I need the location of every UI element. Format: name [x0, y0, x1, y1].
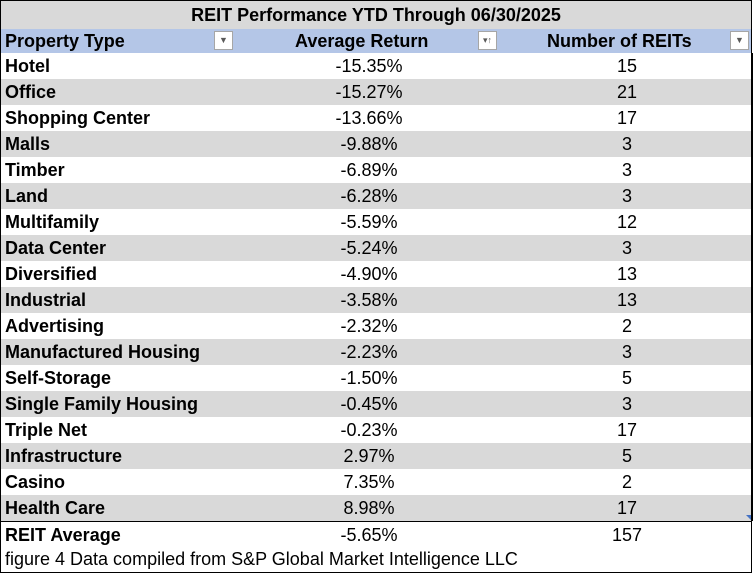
table-row: Health Care 8.98% 17 — [1, 495, 751, 521]
table-row: Advertising -2.32% 2 — [1, 313, 751, 339]
average-return-cell[interactable]: -0.45% — [340, 394, 398, 414]
number-of-reits-cell[interactable]: 3 — [621, 134, 632, 154]
property-type-cell[interactable]: Self-Storage — [5, 368, 112, 388]
total-row: REIT Average -5.65% 157 — [1, 521, 751, 548]
number-of-reits-cell[interactable]: 15 — [616, 56, 638, 76]
property-type-cell[interactable]: Single Family Housing — [5, 394, 199, 414]
average-return-cell[interactable]: 8.98% — [343, 498, 395, 518]
table-row: Casino 7.35% 2 — [1, 469, 751, 495]
number-of-reits-cell[interactable]: 2 — [621, 472, 632, 492]
average-return-cell[interactable]: -4.90% — [340, 264, 398, 284]
number-of-reits-cell[interactable]: 3 — [621, 160, 632, 180]
total-return: -5.65% — [340, 525, 398, 545]
number-of-reits-cell[interactable]: 5 — [621, 368, 632, 388]
table-row: Diversified -4.90% 13 — [1, 261, 751, 287]
table-row: Timber -6.89% 3 — [1, 157, 751, 183]
table-row: Office -15.27% 21 — [1, 79, 751, 105]
number-of-reits-cell[interactable]: 3 — [621, 238, 632, 258]
table-row: Malls -9.88% 3 — [1, 131, 751, 157]
table-resize-handle-icon[interactable] — [746, 515, 751, 520]
average-return-cell[interactable]: -15.35% — [335, 56, 403, 76]
number-of-reits-cell[interactable]: 3 — [621, 186, 632, 206]
average-return-cell[interactable]: -5.24% — [340, 238, 398, 258]
average-return-cell[interactable]: 7.35% — [343, 472, 395, 492]
number-of-reits-cell[interactable]: 17 — [616, 108, 638, 128]
average-return-cell[interactable]: 2.97% — [343, 446, 395, 466]
average-return-cell[interactable]: -15.27% — [335, 82, 403, 102]
property-type-cell[interactable]: Health Care — [5, 498, 106, 518]
property-type-cell[interactable]: Land — [5, 186, 48, 206]
property-type-cell[interactable]: Industrial — [5, 290, 87, 310]
number-of-reits-cell[interactable]: 12 — [616, 212, 638, 232]
property-type-cell[interactable]: Office — [5, 82, 57, 102]
property-type-cell[interactable]: Multifamily — [5, 212, 100, 232]
average-return-cell[interactable]: -1.50% — [340, 368, 398, 388]
number-of-reits-cell[interactable]: 3 — [621, 342, 632, 362]
header-average-return[interactable]: Average Return — [295, 31, 429, 51]
table-row: Hotel -15.35% 15 — [1, 53, 751, 79]
average-return-cell[interactable]: -5.59% — [340, 212, 398, 232]
property-type-cell[interactable]: Shopping Center — [5, 108, 150, 128]
average-return-cell[interactable]: -0.23% — [340, 420, 398, 440]
property-type-cell[interactable]: Manufactured Housing — [5, 342, 201, 362]
table-row: Data Center -5.24% 3 — [1, 235, 751, 261]
property-type-cell[interactable]: Diversified — [5, 264, 98, 284]
header-number-of-reits[interactable]: Number of REITs — [547, 31, 692, 51]
average-return-cell[interactable]: -9.88% — [340, 134, 398, 154]
property-type-cell[interactable]: Advertising — [5, 316, 105, 336]
number-of-reits-cell[interactable]: 17 — [616, 420, 638, 440]
number-of-reits-cell[interactable]: 5 — [621, 446, 632, 466]
property-type-cell[interactable]: Infrastructure — [5, 446, 123, 466]
property-type-filter-icon[interactable]: ▼ — [214, 31, 233, 50]
table-row: Infrastructure 2.97% 5 — [1, 443, 751, 469]
total-label: REIT Average — [5, 525, 121, 545]
reit-table: REIT Performance YTD Through 06/30/2025 … — [0, 0, 753, 548]
header-row: Property Type ▼ Average Return ▾↑ Number… — [1, 29, 751, 53]
table-row: Triple Net -0.23% 17 — [1, 417, 751, 443]
average-return-cell[interactable]: -3.58% — [340, 290, 398, 310]
property-type-cell[interactable]: Casino — [5, 472, 66, 492]
table-row: Land -6.28% 3 — [1, 183, 751, 209]
average-return-sort-icon[interactable]: ▾↑ — [478, 31, 497, 50]
table-row: Manufactured Housing -2.23% 3 — [1, 339, 751, 365]
table-row: Industrial -3.58% 13 — [1, 287, 751, 313]
header-property-type[interactable]: Property Type — [5, 31, 125, 51]
number-of-reits-cell[interactable]: 17 — [616, 498, 638, 518]
property-type-cell[interactable]: Timber — [5, 160, 65, 180]
property-type-cell[interactable]: Hotel — [5, 56, 50, 76]
average-return-cell[interactable]: -13.66% — [335, 108, 403, 128]
average-return-cell[interactable]: -2.32% — [340, 316, 398, 336]
number-of-reits-filter-icon[interactable]: ▼ — [730, 31, 749, 50]
table-body: Hotel -15.35% 15 Office -15.27% 21 Shopping Ce… — [1, 53, 751, 521]
number-of-reits-cell[interactable]: 3 — [621, 394, 632, 414]
number-of-reits-cell[interactable]: 13 — [616, 264, 638, 284]
average-return-cell[interactable]: -2.23% — [340, 342, 398, 362]
property-type-cell[interactable]: Data Center — [5, 238, 107, 258]
property-type-cell[interactable]: Malls — [5, 134, 51, 154]
table-row: Single Family Housing -0.45% 3 — [1, 391, 751, 417]
table-title: REIT Performance YTD Through 06/30/2025 — [1, 1, 751, 29]
number-of-reits-cell[interactable]: 13 — [616, 290, 638, 310]
average-return-cell[interactable]: -6.28% — [340, 186, 398, 206]
table-row: Self-Storage -1.50% 5 — [1, 365, 751, 391]
average-return-cell[interactable]: -6.89% — [340, 160, 398, 180]
property-type-cell[interactable]: Triple Net — [5, 420, 88, 440]
figure-caption: figure 4 Data compiled from S&P Global M… — [0, 547, 752, 573]
number-of-reits-cell[interactable]: 21 — [616, 82, 638, 102]
table-row: Multifamily -5.59% 12 — [1, 209, 751, 235]
number-of-reits-cell[interactable]: 2 — [621, 316, 632, 336]
total-count: 157 — [611, 525, 643, 545]
table-right-border — [752, 53, 753, 521]
table-row: Shopping Center -13.66% 17 — [1, 105, 751, 131]
